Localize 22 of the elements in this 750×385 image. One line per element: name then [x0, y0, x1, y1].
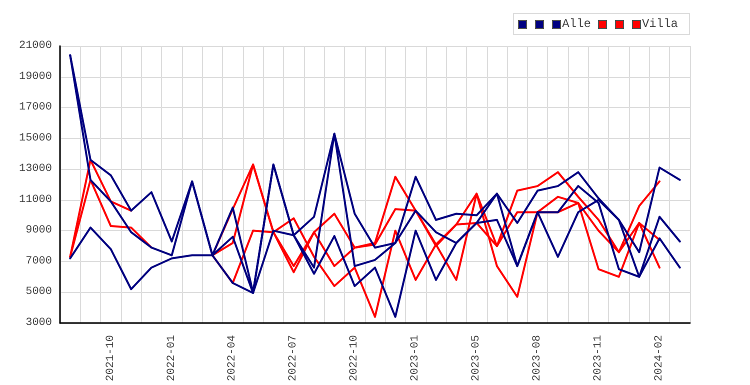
legend-label: Alle	[562, 17, 591, 31]
y-tick-label: 11000	[18, 194, 52, 206]
x-tick-label: 2022-04	[226, 334, 239, 382]
x-tick-label: 2022-10	[348, 335, 361, 382]
y-tick-label: 5000	[26, 286, 52, 298]
x-tick-label: 2023-11	[592, 334, 605, 382]
y-tick-label: 13000	[18, 163, 52, 176]
y-tick-label: 17000	[18, 102, 52, 114]
x-tick-label: 2021-10	[104, 335, 117, 382]
y-tick-label: 3000	[26, 317, 52, 329]
y-tick-label: 15000	[18, 132, 52, 144]
x-tick-label: 2022-07	[288, 335, 300, 382]
x-tick-label: 2023-01	[410, 334, 422, 382]
y-tick-label: 9000	[26, 224, 52, 237]
x-tick-label: 2024-02	[654, 335, 666, 382]
y-tick-label: 7000	[26, 255, 52, 268]
legend-label: Villa	[642, 17, 678, 31]
y-tick-label: 19000	[18, 70, 52, 83]
x-tick-label: 2023-08	[532, 335, 544, 382]
x-tick-label: 2023-05	[470, 335, 483, 382]
y-tick-label: 21000	[18, 40, 52, 52]
x-tick-label: 2022-01	[166, 334, 178, 382]
